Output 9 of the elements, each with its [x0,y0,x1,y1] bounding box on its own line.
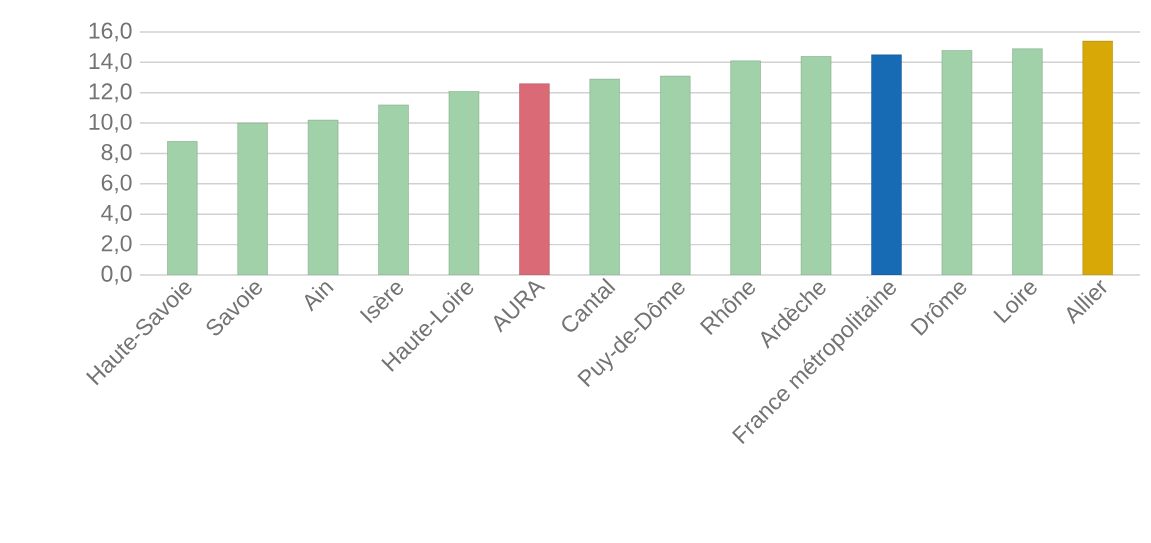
x-tick-label: Ain [304,282,334,312]
y-tick-label: 14,0 [89,52,132,72]
y-tick-label: 6,0 [101,174,132,194]
y-tick-label: 10,0 [89,113,132,133]
y-tick-label: 4,0 [101,204,132,224]
y-tick-label: 16,0 [89,22,132,42]
y-tick-label: 12,0 [89,83,132,103]
y-tick-label: 8,0 [101,144,132,163]
y-tick-label: 2,0 [101,235,132,255]
